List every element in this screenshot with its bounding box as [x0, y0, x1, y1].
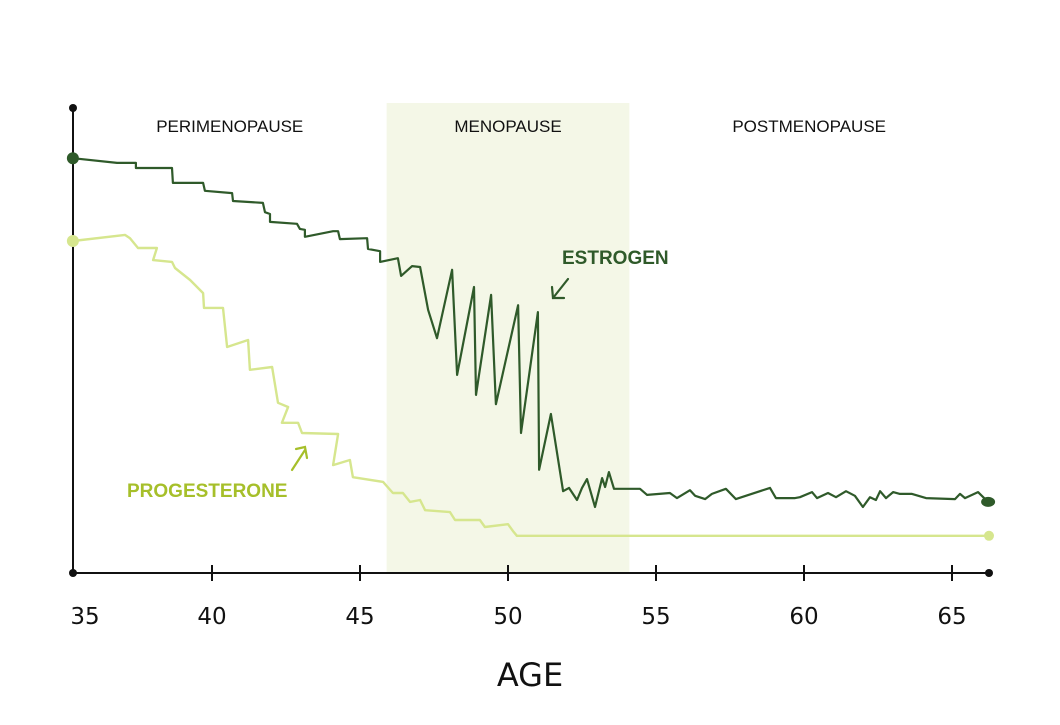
- x-tick-label: 45: [345, 604, 374, 630]
- phase-label-menopause: MENOPAUSE: [454, 117, 561, 136]
- x-axis-label: AGE: [497, 656, 563, 694]
- progesterone-start-point: [66, 234, 79, 247]
- x-tick-label: 60: [789, 604, 818, 630]
- x-tick-label: 35: [70, 604, 99, 630]
- x-tick-label: 65: [937, 604, 966, 630]
- estrogen-start-point: [66, 152, 79, 165]
- estrogen-end-point: [981, 496, 996, 507]
- phase-label-perimenopause: PERIMENOPAUSE: [156, 117, 303, 136]
- x-tick-label: 40: [197, 604, 226, 630]
- axis-end-dot-top: [69, 104, 77, 112]
- estrogen-label: ESTROGEN: [562, 248, 669, 269]
- phase-label-postmenopause: POSTMENOPAUSE: [732, 117, 886, 136]
- x-tick-label: 55: [641, 604, 670, 630]
- axis-origin-dot: [69, 569, 77, 577]
- estrogen-arrow-icon: [550, 277, 570, 300]
- x-tick-label: 50: [493, 604, 522, 630]
- progesterone-arrow-icon: [290, 445, 309, 472]
- menopause-band: [386, 103, 630, 573]
- progesterone-label: PROGESTERONE: [127, 481, 287, 502]
- progesterone-end-point: [984, 530, 994, 541]
- estrogen-line: [72, 157, 989, 509]
- progesterone-line: [72, 233, 989, 537]
- axis-end-dot-right: [985, 569, 993, 577]
